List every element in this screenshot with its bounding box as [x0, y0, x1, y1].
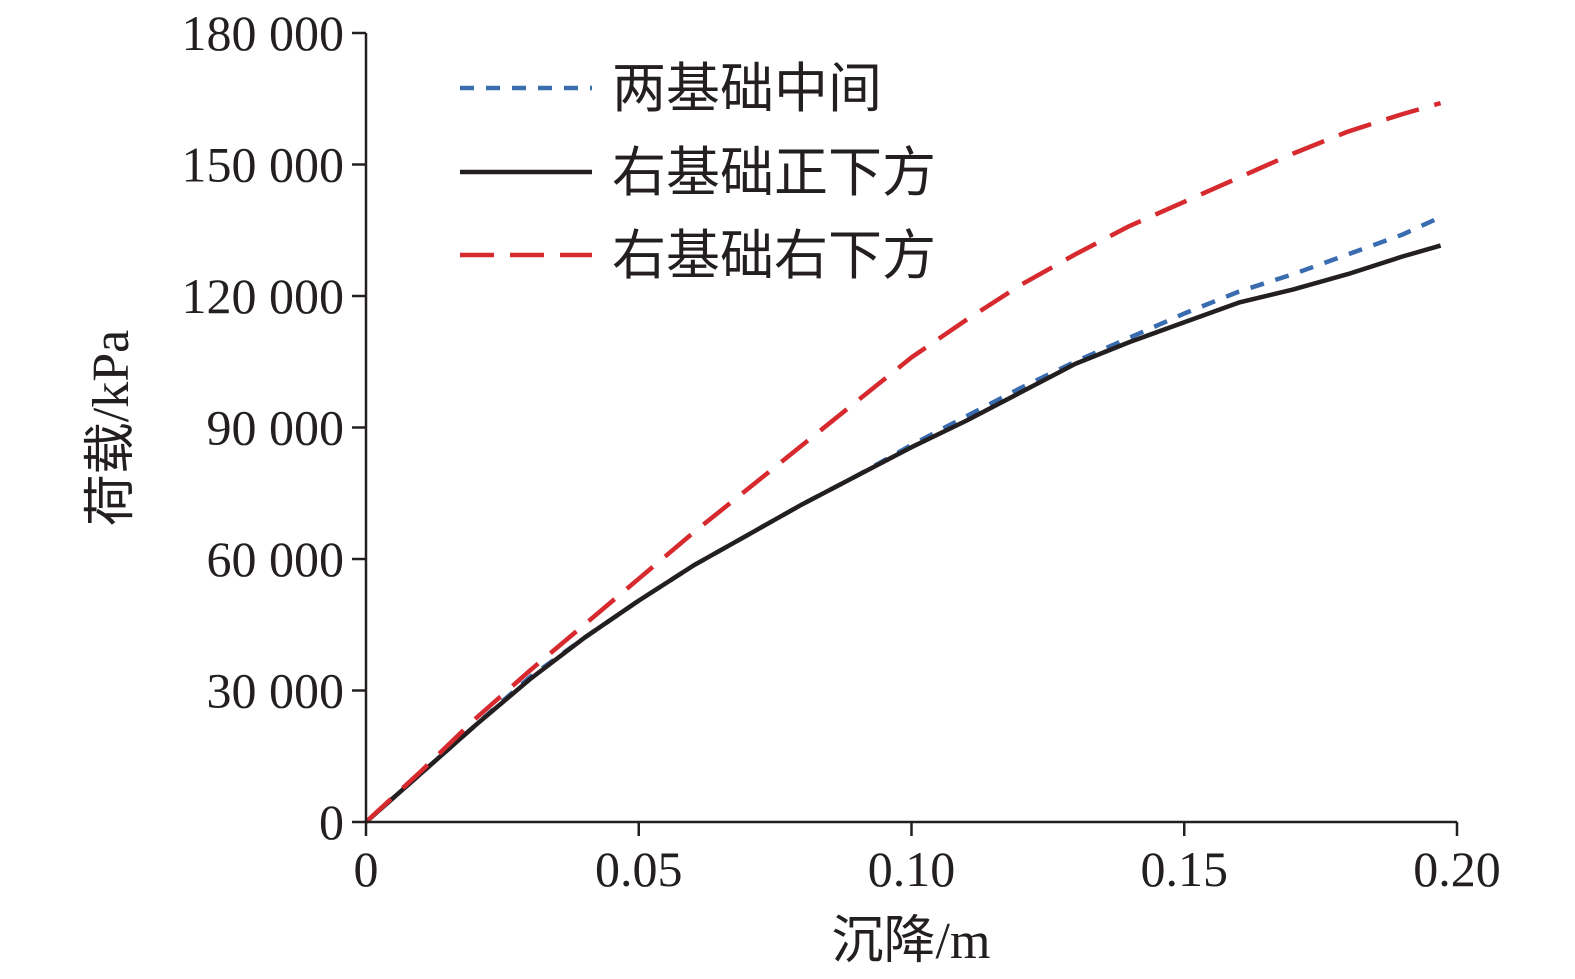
y-tick-label: 30 000	[207, 663, 345, 719]
series-line-2	[364, 100, 1442, 824]
legend-label-0: 两基础中间	[612, 59, 882, 119]
y-tick-label: 60 000	[207, 531, 345, 587]
x-tick-label: 0.15	[1141, 841, 1229, 897]
y-tick-label: 120 000	[182, 268, 345, 324]
y-tick-label: 0	[319, 794, 344, 850]
y-axis-title: 荷载/kPa	[83, 330, 140, 526]
legend-label-2: 右基础右下方	[612, 226, 936, 286]
x-tick-label: 0.20	[1413, 841, 1501, 897]
series-line-0	[364, 215, 1442, 824]
plot-lines	[364, 100, 1442, 824]
x-tick-label: 0	[354, 841, 379, 897]
x-axis-title: 沉降/m	[832, 913, 991, 970]
y-tick-label: 180 000	[182, 5, 345, 61]
x-tick-label: 0.05	[595, 841, 683, 897]
legend-label-1: 右基础正下方	[612, 143, 936, 203]
y-tick-label: 150 000	[182, 137, 345, 193]
ticks	[352, 31, 1459, 836]
tick-labels: 0 30 000 60 000 90 000 120 000 150 000 180 000…	[182, 5, 1501, 897]
x-tick-label: 0.10	[868, 841, 956, 897]
series-line-1	[364, 243, 1442, 824]
y-tick-label: 90 000	[207, 400, 345, 456]
